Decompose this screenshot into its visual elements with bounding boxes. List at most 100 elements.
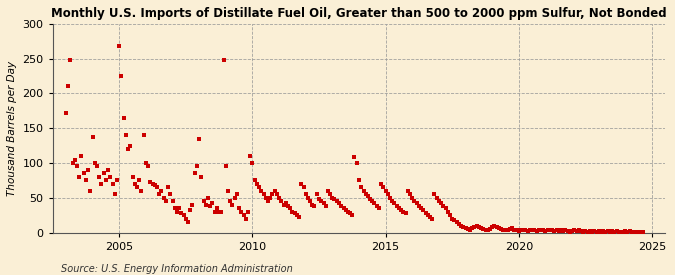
Point [214, 210, 225, 214]
Point [369, 201, 380, 205]
Point [134, 178, 144, 183]
Point [491, 225, 502, 229]
Point [385, 196, 396, 200]
Point [335, 204, 346, 208]
Point [433, 199, 444, 204]
Point [595, 230, 606, 234]
Point [628, 230, 639, 234]
Point [489, 223, 500, 228]
Point [414, 204, 425, 208]
Point [130, 182, 140, 186]
Point [345, 211, 356, 215]
Point [602, 229, 613, 233]
Point [68, 161, 78, 165]
Point [96, 182, 107, 186]
Point [125, 143, 136, 148]
Point [145, 180, 156, 185]
Point [123, 147, 134, 151]
Point [473, 225, 484, 229]
Point [364, 197, 375, 201]
Point [236, 210, 246, 214]
Point [429, 192, 439, 196]
Point [582, 230, 593, 234]
Point [522, 229, 533, 233]
Point [589, 229, 599, 233]
Point [376, 182, 387, 186]
Point [427, 216, 437, 221]
Point [411, 201, 422, 205]
Point [252, 182, 263, 186]
Point [338, 206, 349, 210]
Point [616, 230, 626, 234]
Point [103, 168, 113, 172]
Point [254, 185, 265, 189]
Point [549, 229, 560, 233]
Point [576, 229, 587, 233]
Point [300, 192, 311, 196]
Point [516, 228, 526, 233]
Point [182, 220, 193, 224]
Point [152, 185, 163, 189]
Point [585, 229, 595, 233]
Point [558, 229, 568, 233]
Point [564, 230, 575, 234]
Point [485, 227, 495, 231]
Point [531, 229, 542, 233]
Point [302, 196, 313, 200]
Point [240, 216, 251, 221]
Point [593, 229, 604, 233]
Point [121, 133, 132, 138]
Point [405, 192, 416, 196]
Point [452, 220, 462, 224]
Point [70, 157, 80, 162]
Point [614, 230, 624, 234]
Point [80, 178, 91, 183]
Point [598, 229, 609, 233]
Point [542, 228, 553, 233]
Point [560, 228, 571, 233]
Point [540, 229, 551, 233]
Point [171, 210, 182, 214]
Point [198, 199, 209, 204]
Point [562, 229, 573, 233]
Point [140, 161, 151, 165]
Point [287, 210, 298, 214]
Point [352, 161, 362, 165]
Point [331, 199, 342, 204]
Point [418, 208, 429, 213]
Point [402, 189, 413, 193]
Point [535, 227, 546, 232]
Point [109, 192, 120, 196]
Point [551, 228, 562, 233]
Point [573, 228, 584, 233]
Point [626, 230, 637, 234]
Point [398, 210, 409, 214]
Point [114, 44, 125, 48]
Point [320, 204, 331, 208]
Point [187, 202, 198, 207]
Point [147, 182, 158, 186]
Point [458, 225, 469, 229]
Point [101, 178, 111, 183]
Point [524, 228, 535, 233]
Point [154, 192, 165, 196]
Point [611, 229, 622, 233]
Point [207, 201, 218, 205]
Point [323, 189, 333, 193]
Point [223, 189, 234, 193]
Point [163, 185, 173, 189]
Point [180, 216, 191, 221]
Point [378, 185, 389, 189]
Point [85, 189, 96, 193]
Point [327, 196, 338, 200]
Point [116, 74, 127, 78]
Point [265, 196, 275, 200]
Point [547, 228, 558, 233]
Point [360, 192, 371, 196]
Point [476, 226, 487, 230]
Point [609, 230, 620, 234]
Point [635, 230, 646, 234]
Point [225, 199, 236, 204]
Point [356, 185, 367, 189]
Point [167, 199, 178, 204]
